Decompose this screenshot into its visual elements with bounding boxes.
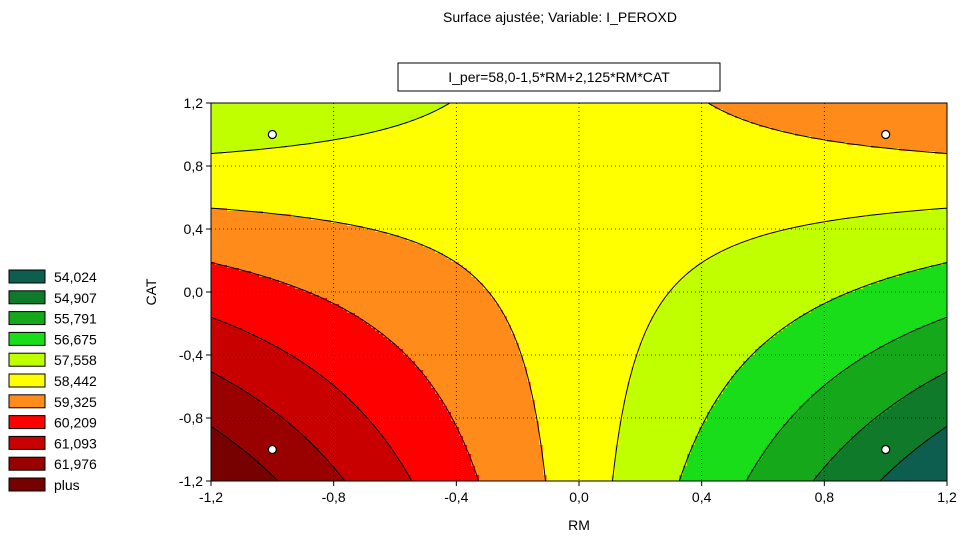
equation-text: I_per=58,0-1,5*RM+2,125*RM*CAT [448,69,670,85]
chart-title: Surface ajustée; Variable: I_PEROXD [443,9,677,25]
